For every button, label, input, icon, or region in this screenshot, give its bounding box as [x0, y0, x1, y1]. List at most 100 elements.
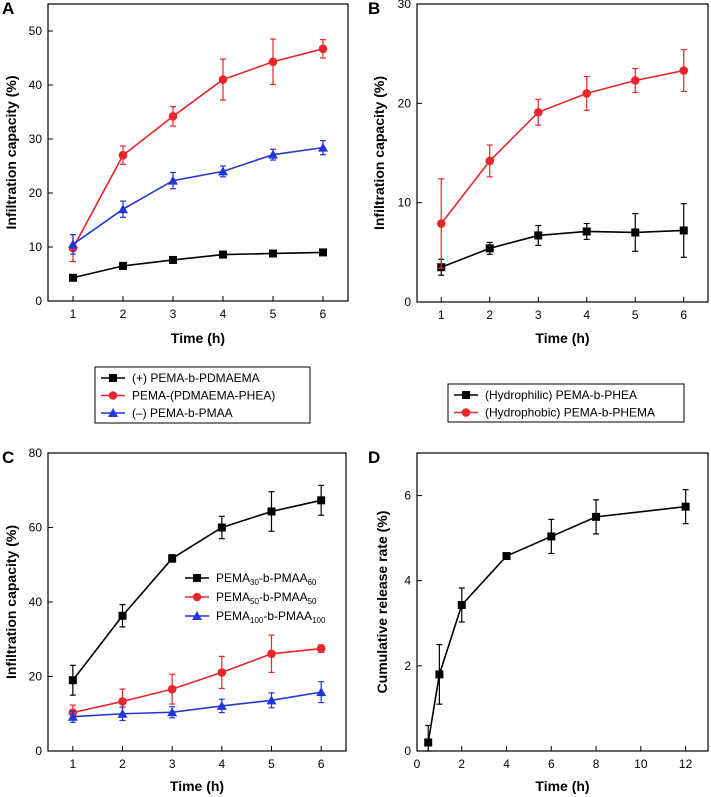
legend-label: (Hydrophobic) PEMA-b-PHEMA: [485, 406, 655, 420]
legend-marker: [192, 592, 202, 602]
x-tick-label: 5: [268, 757, 275, 771]
x-tick-label: 6: [320, 307, 327, 321]
x-tick-label: 5: [632, 308, 639, 322]
data-point: [317, 496, 326, 505]
series: [424, 489, 690, 752]
chart-panel-d: D 0 2 4 6 8 10 12 0 2 4 6 Time (h) Cumulative release…: [368, 448, 709, 794]
x-tick-label: 6: [318, 757, 325, 771]
series: [68, 484, 326, 696]
data-point: [267, 649, 276, 659]
data-point: [268, 57, 278, 67]
x-tick-label: 1: [70, 307, 77, 321]
data-point: [67, 711, 78, 721]
legend-label: PEMA100-b-PMAA100: [216, 609, 326, 625]
data-point: [217, 668, 227, 677]
x-tick-label: 4: [220, 307, 227, 321]
y-tick-label: 30: [29, 132, 43, 146]
y-axis-title: Infiltration capacity (%): [371, 76, 387, 230]
y-tick-label: 6: [404, 489, 411, 503]
y-tick-label: 0: [35, 744, 42, 758]
x-tick-label: 4: [583, 308, 590, 322]
plot-frame: [416, 3, 709, 303]
x-axis-title: Time (h): [535, 778, 589, 794]
series-line: [72, 48, 324, 249]
panel-letter: C: [2, 448, 14, 467]
data-point: [118, 150, 128, 160]
series-line: [72, 146, 324, 245]
data-point: [435, 670, 444, 679]
data-point: [168, 112, 178, 121]
y-tick-label: 0: [35, 294, 42, 308]
data-point: [218, 166, 228, 176]
series-line: [72, 499, 322, 681]
y-tick-label: 0: [404, 744, 411, 758]
y-tick-label: 20: [29, 670, 43, 684]
data-point: [485, 244, 494, 253]
series-line: [72, 251, 324, 279]
data-point: [679, 226, 688, 235]
series: [437, 203, 688, 276]
panel-letter: B: [368, 0, 380, 18]
x-tick-label: 2: [486, 308, 493, 322]
data-point: [681, 502, 690, 511]
data-point: [436, 219, 446, 228]
data-point: [68, 239, 78, 249]
legend-marker: [108, 391, 118, 400]
series: [69, 248, 327, 282]
data-point: [169, 255, 177, 264]
series-line: [427, 505, 686, 743]
data-point: [533, 107, 543, 117]
x-tick-label: 10: [634, 757, 648, 771]
series-line: [440, 69, 684, 225]
data-point: [582, 227, 591, 236]
x-tick-label: 3: [170, 307, 177, 321]
series-line: [72, 691, 322, 718]
data-point: [316, 644, 326, 653]
legend-box: [94, 366, 311, 424]
data-point: [631, 228, 640, 237]
data-point: [118, 611, 127, 620]
data-point: [457, 600, 466, 609]
x-tick-label: 6: [548, 757, 555, 771]
y-tick-label: 40: [29, 595, 43, 609]
x-axis-title: Time (h): [171, 330, 225, 346]
series-line: [72, 647, 322, 714]
series: [68, 38, 328, 263]
data-point: [217, 523, 226, 532]
legend-label: PEMA30-b-PMAA60: [216, 571, 317, 587]
y-tick-label: 50: [29, 24, 43, 38]
series: [436, 49, 689, 269]
legend: (Hydrophilic) PEMA-b-PHEA (Hydrophobic) P…: [447, 383, 685, 423]
data-point: [266, 695, 277, 705]
legend-label: PEMA-(PDMAEMA-PHEA): [132, 389, 275, 403]
y-tick-label: 80: [29, 446, 43, 460]
data-point: [118, 697, 127, 706]
x-tick-label: 4: [218, 757, 225, 771]
legend-marker: [461, 408, 471, 417]
x-tick-label: 8: [593, 757, 600, 771]
x-tick-label: 1: [69, 757, 76, 771]
series: [68, 634, 326, 721]
legend-marker: [109, 374, 117, 382]
y-axis-title: Infiltration capacity (%): [3, 75, 19, 229]
panel-letter: D: [368, 448, 380, 467]
data-point: [69, 273, 77, 282]
data-point: [316, 687, 327, 697]
y-tick-label: 0: [404, 295, 411, 309]
y-tick-label: 4: [404, 574, 411, 588]
x-tick-label: 12: [679, 757, 693, 771]
series-line: [440, 229, 684, 268]
data-point: [167, 707, 178, 717]
y-tick-label: 40: [29, 78, 43, 92]
x-tick-label: 0: [414, 757, 421, 771]
legend-box: [447, 383, 685, 423]
series: [67, 681, 327, 723]
chart-panel-a: A 1 2 3 4 5 6 0 10 20 30 40 50 Time (h) Infiltration c…: [2, 0, 349, 424]
data-point: [167, 684, 177, 694]
x-tick-label: 3: [535, 308, 542, 322]
legend-label: (–) PEMA-b-PMAA: [132, 406, 233, 420]
y-axis-title: Infiltration capacity (%): [3, 525, 19, 679]
x-tick-label: 2: [120, 307, 127, 321]
